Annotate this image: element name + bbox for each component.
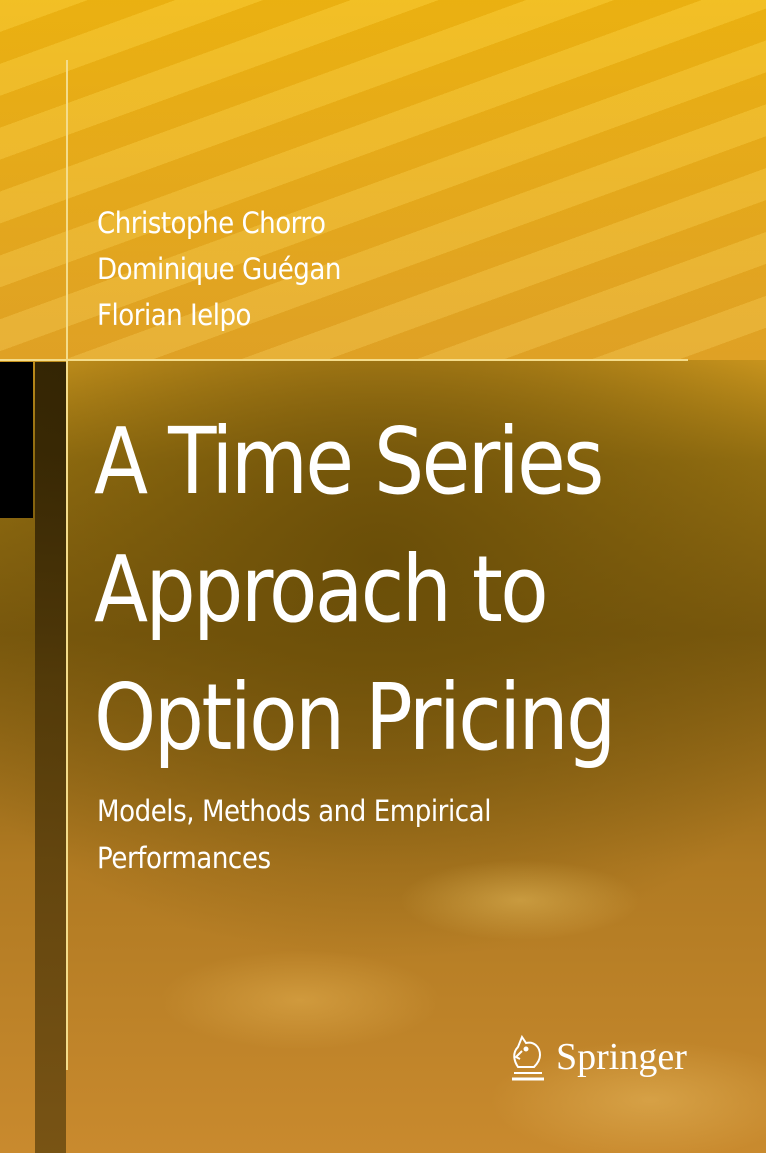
cover-background-top bbox=[0, 0, 766, 360]
author: Florian Ielpo bbox=[97, 298, 252, 332]
subtitle-line: Performances bbox=[97, 841, 271, 875]
publisher-logo: Springer bbox=[508, 1033, 687, 1081]
title-line: Option Pricing bbox=[94, 664, 616, 771]
knight-horse-icon bbox=[512, 1034, 544, 1081]
author: Dominique Guégan bbox=[97, 252, 341, 286]
subtitle-line: Models, Methods and Empirical bbox=[97, 794, 492, 828]
black-accent-bar bbox=[0, 362, 33, 518]
authors: Christophe Chorro Dominique Guégan Flori… bbox=[97, 200, 341, 338]
title-line: Approach to bbox=[94, 536, 549, 643]
horizontal-rule bbox=[0, 359, 688, 361]
book-subtitle: Models, Methods and Empirical Performanc… bbox=[97, 788, 491, 882]
author: Christophe Chorro bbox=[97, 206, 326, 240]
publisher-name: Springer bbox=[556, 1036, 687, 1078]
title-line: A Time Series bbox=[94, 408, 604, 515]
spine-band bbox=[35, 362, 66, 1153]
book-title: A Time Series Approach to Option Pricing bbox=[94, 398, 616, 782]
vertical-rule bbox=[66, 60, 68, 1070]
